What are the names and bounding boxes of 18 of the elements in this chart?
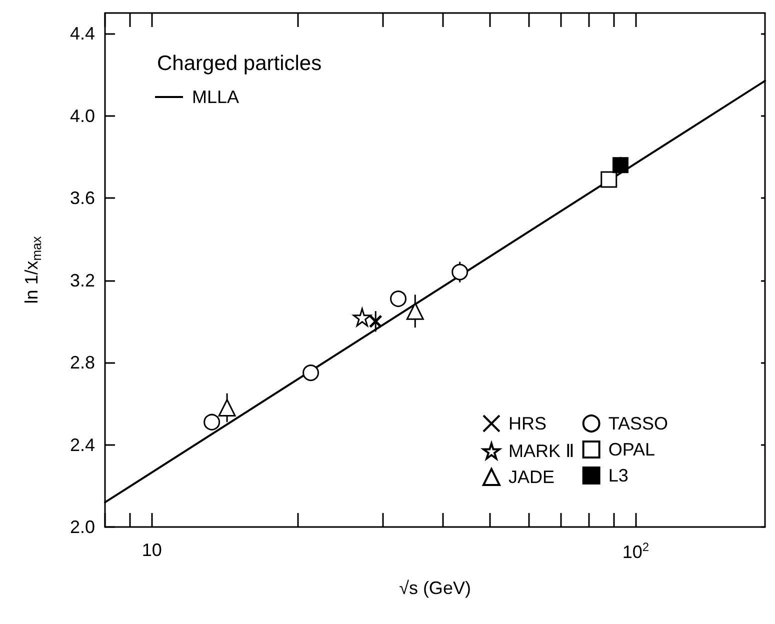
x-tick-label: 10 — [142, 540, 162, 560]
y-tick-label: 2.4 — [70, 434, 95, 455]
legend-label: HRS — [508, 414, 546, 434]
y-tick-label: 2.8 — [70, 352, 95, 373]
legend-label: OPAL — [608, 440, 656, 460]
y-tick-label: 2.0 — [70, 517, 95, 537]
legend-label: L3 — [608, 466, 628, 486]
legend-label: JADE — [508, 467, 554, 487]
legend-label: MARK Ⅱ — [508, 441, 574, 461]
x-axis-title: √s (GeV) — [399, 578, 471, 598]
y-tick-label: 4.0 — [70, 106, 95, 126]
legend-title: Charged particles — [157, 52, 322, 75]
y-tick-label: 3.6 — [70, 188, 95, 208]
legend-label: TASSO — [608, 414, 668, 434]
y-axis-title: ln 1/xmax — [22, 236, 44, 304]
legend-label: MLLA — [192, 87, 240, 107]
y-tick-label: 4.4 — [70, 24, 95, 44]
y-tick-label: 3.2 — [70, 270, 95, 290]
